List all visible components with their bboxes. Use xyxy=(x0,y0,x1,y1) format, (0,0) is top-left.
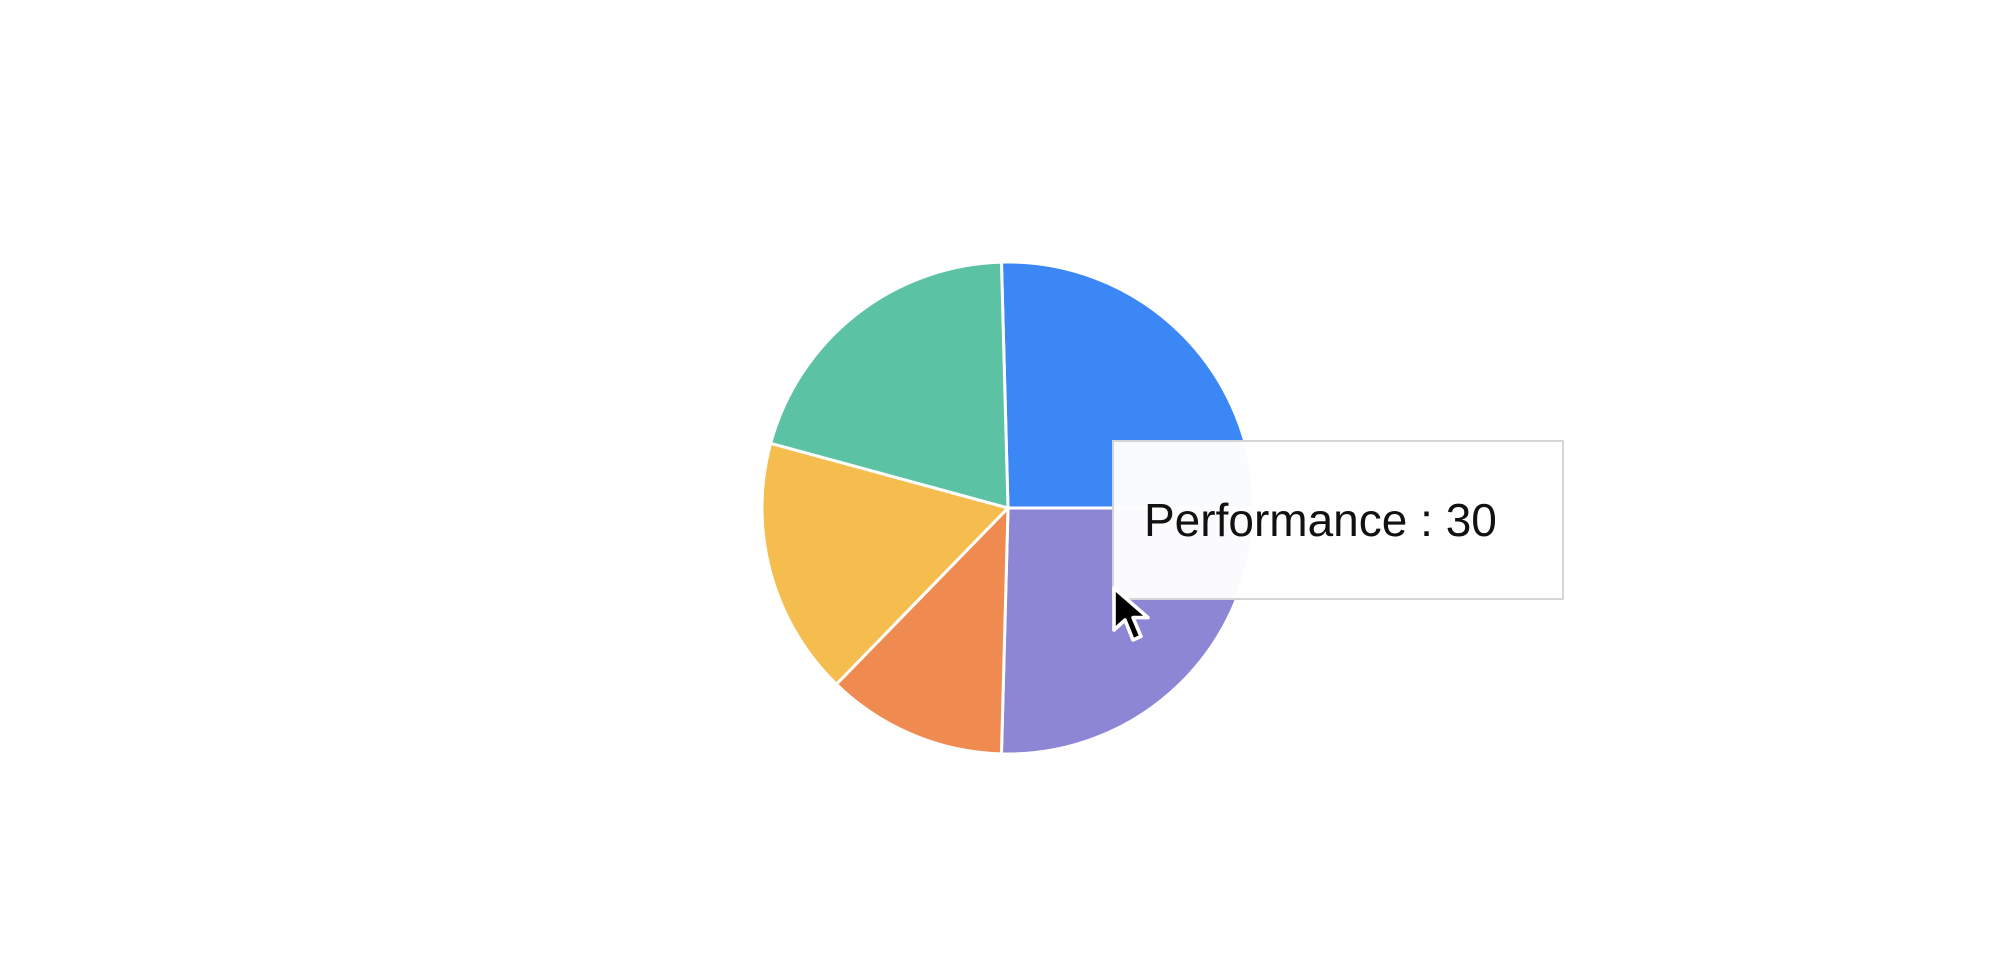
tooltip-label: Performance xyxy=(1144,494,1408,546)
arrow-pointer-icon xyxy=(1112,586,1150,642)
chart-tooltip: Performance : 30 xyxy=(1112,440,1564,600)
pie-slice-2[interactable] xyxy=(834,504,1010,756)
tooltip-value: 30 xyxy=(1445,494,1497,546)
pie-slice-3[interactable] xyxy=(760,441,1011,687)
pie-slice-4[interactable] xyxy=(768,260,1010,510)
tooltip-separator: : xyxy=(1407,494,1446,546)
